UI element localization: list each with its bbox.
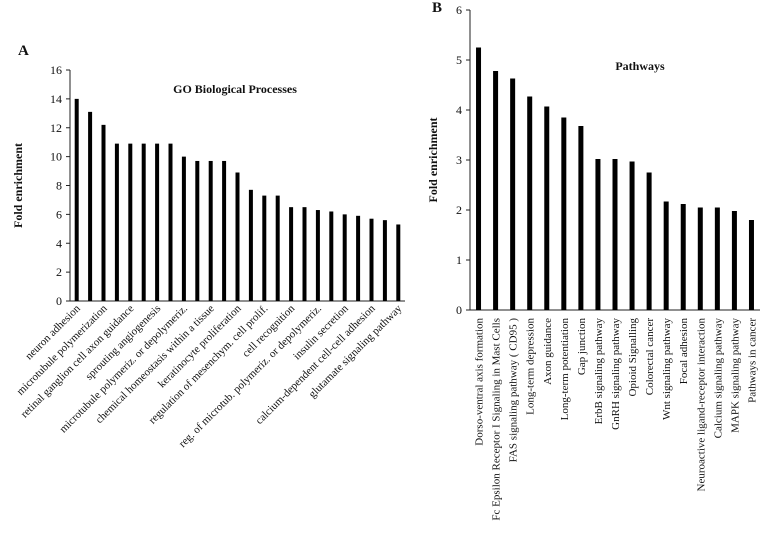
bar <box>493 71 499 310</box>
y-tick-label: 4 <box>56 236 62 250</box>
bar <box>396 224 401 301</box>
x-tick-label: FAS signaling pathway ( CD95 ) <box>508 318 520 463</box>
bar <box>275 195 280 301</box>
bar <box>356 215 361 301</box>
x-tick-label: Pathways in cancer <box>746 318 758 403</box>
x-tick-label: MAPK signaling pathway <box>729 318 741 433</box>
bar <box>476 47 482 310</box>
y-tick-label: 12 <box>50 121 62 135</box>
bar <box>342 214 347 301</box>
bar <box>114 143 119 301</box>
bar <box>329 211 334 301</box>
bar <box>208 160 213 301</box>
bar <box>382 220 387 301</box>
bar <box>680 204 686 310</box>
x-tick-label: Neuroactive ligand-receptor interaction <box>695 318 707 492</box>
bar <box>731 211 737 310</box>
y-axis-label: Fold enrichment <box>11 143 25 228</box>
bar <box>578 126 584 310</box>
x-tick-label: GnRH signaling pathway <box>610 318 622 430</box>
y-tick-label: 6 <box>456 3 462 17</box>
bar <box>195 160 200 301</box>
bar <box>141 143 146 301</box>
y-tick-label: 6 <box>56 207 62 221</box>
x-tick-label: Long-term depression <box>525 318 537 415</box>
x-tick-label: Colorectal cancer <box>644 318 656 396</box>
bar <box>714 207 720 310</box>
x-tick-label: Wnt signaling pathway <box>661 318 673 421</box>
bar <box>612 159 618 310</box>
y-tick-label: 5 <box>456 53 462 67</box>
x-tick-label: Dorso-ventral axis formation <box>474 318 486 446</box>
y-tick-label: 1 <box>456 253 462 267</box>
y-tick-label: 14 <box>50 92 62 106</box>
bar <box>302 207 307 301</box>
bar <box>646 172 652 310</box>
x-tick-label: Calcium signaling pathway <box>712 318 724 439</box>
chart-title: GO Biological Processes <box>173 82 297 96</box>
bar <box>262 195 267 301</box>
bar <box>527 96 533 310</box>
y-tick-label: 2 <box>56 265 62 279</box>
x-tick-label: Axon guidance <box>542 318 554 385</box>
bar <box>222 160 227 301</box>
y-tick-label: 0 <box>56 294 62 308</box>
y-tick-label: 10 <box>50 150 62 164</box>
bar <box>748 220 754 310</box>
bar <box>128 143 133 301</box>
chart-title: Pathways <box>615 59 665 73</box>
bar <box>168 143 173 301</box>
bar <box>663 201 669 310</box>
bar <box>155 143 160 301</box>
bar <box>629 161 635 310</box>
bar <box>289 207 294 301</box>
bar <box>544 106 550 310</box>
bar <box>74 98 79 301</box>
bar <box>88 111 93 302</box>
bar <box>181 156 186 301</box>
y-tick-label: 4 <box>456 103 462 117</box>
x-tick-label: ErbB signaling pathway <box>593 318 605 425</box>
x-tick-label: Gap junction <box>576 318 588 376</box>
y-tick-label: 3 <box>456 153 462 167</box>
bar <box>510 78 516 310</box>
bar <box>595 159 601 310</box>
bar <box>235 172 240 301</box>
y-tick-label: 8 <box>56 179 62 193</box>
bar <box>101 124 106 301</box>
y-axis-label: Fold enrichment <box>426 118 440 203</box>
x-tick-label: Opioid Signalling <box>627 318 639 397</box>
y-tick-label: 16 <box>50 63 62 77</box>
x-tick-label: Fc Epsilon Receptor I Signaling in Mast … <box>491 318 503 521</box>
panel-label: A <box>18 43 29 59</box>
y-tick-label: 0 <box>456 303 462 317</box>
bar <box>248 189 253 301</box>
x-tick-label: Long-term potentiation <box>559 318 571 421</box>
bar <box>315 210 320 301</box>
panel-label: B <box>432 0 442 16</box>
bar <box>561 117 567 310</box>
y-tick-label: 2 <box>456 203 462 217</box>
bar <box>697 207 703 310</box>
x-tick-label: Focal adhesion <box>678 318 690 385</box>
bar <box>369 218 374 301</box>
